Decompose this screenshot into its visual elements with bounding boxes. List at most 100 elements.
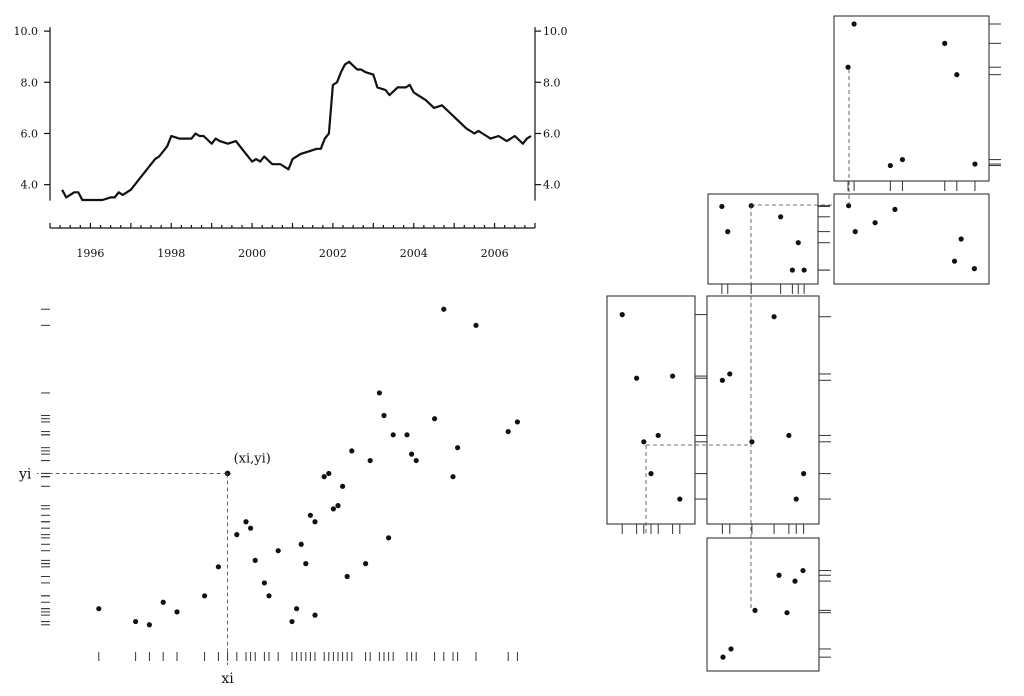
ts-right-tick-label: 8.0 bbox=[543, 76, 561, 89]
matrix-point bbox=[719, 203, 725, 210]
ts-right-tick-label: 4.0 bbox=[543, 179, 561, 192]
scatter-point bbox=[432, 416, 438, 422]
matrix-point bbox=[771, 314, 777, 320]
matrix-point bbox=[801, 267, 807, 273]
scatter-point bbox=[312, 519, 318, 525]
scatter-point bbox=[390, 432, 396, 438]
ts-x-tick-label: 2002 bbox=[319, 247, 347, 260]
scatter-point bbox=[243, 519, 249, 525]
scatter-point bbox=[174, 609, 180, 615]
xi-label: xi bbox=[221, 671, 234, 687]
matrix-point bbox=[677, 496, 683, 502]
ts-left-tick-label: 8.0 bbox=[21, 76, 39, 89]
scatter-point bbox=[266, 593, 272, 599]
scatter-point bbox=[330, 506, 336, 512]
matrix-point bbox=[776, 572, 782, 578]
ts-x-tick-label: 2000 bbox=[238, 247, 266, 260]
matrix-point bbox=[972, 161, 978, 167]
matrix-point bbox=[800, 567, 806, 574]
matrix-point bbox=[719, 377, 725, 383]
matrix-panel-frame bbox=[707, 193, 819, 285]
ts-left-tick-label: 10.0 bbox=[14, 25, 39, 38]
scatter-point bbox=[275, 548, 281, 554]
matrix-point bbox=[801, 471, 807, 477]
scatter-point bbox=[381, 412, 387, 419]
matrix-point bbox=[786, 432, 792, 439]
matrix-point bbox=[619, 312, 625, 318]
scatter-point bbox=[321, 474, 327, 480]
yi-label: yi bbox=[18, 466, 32, 482]
scatter-point bbox=[234, 532, 240, 538]
scatter-point bbox=[473, 322, 479, 328]
matrix-point bbox=[784, 610, 790, 616]
scatter-point bbox=[363, 561, 369, 567]
ts-right-tick-label: 10.0 bbox=[543, 25, 568, 38]
matrix-point bbox=[899, 156, 906, 163]
matrix-point bbox=[634, 375, 640, 381]
matrix-point bbox=[887, 162, 893, 169]
scatter-point bbox=[514, 419, 521, 425]
matrix-point bbox=[971, 266, 977, 272]
ts-x-tick-label: 1996 bbox=[76, 247, 104, 260]
scatter-point bbox=[133, 618, 139, 625]
rug-scatter-chart: (xi,yi) yi xi bbox=[18, 306, 521, 687]
scatter-point bbox=[450, 474, 456, 480]
matrix-point bbox=[852, 229, 858, 235]
scatter-point bbox=[252, 557, 258, 563]
scatter-point bbox=[376, 390, 382, 396]
matrix-point bbox=[951, 258, 958, 264]
matrix-panel-frame bbox=[606, 295, 696, 525]
matrix-point bbox=[778, 214, 784, 220]
ts-x-tick-label: 1998 bbox=[157, 247, 185, 260]
scatter-point bbox=[413, 457, 419, 464]
ts-left-tick-label: 6.0 bbox=[21, 127, 39, 140]
scatter-point bbox=[505, 428, 511, 435]
matrix-panel-frame bbox=[706, 295, 820, 525]
scatter-point bbox=[326, 470, 332, 477]
scatter-point bbox=[335, 503, 341, 509]
matrix-panel-frame bbox=[833, 15, 990, 182]
scatter-point bbox=[160, 599, 166, 605]
matrix-point bbox=[792, 578, 798, 584]
scatter-point bbox=[261, 580, 267, 586]
matrix-point bbox=[727, 371, 733, 377]
matrix-point bbox=[872, 220, 878, 226]
scatter-point bbox=[202, 593, 208, 599]
matrix-point bbox=[892, 206, 898, 212]
scatter-point bbox=[312, 612, 318, 618]
scatter-point bbox=[455, 445, 461, 451]
matrix-point bbox=[670, 373, 676, 379]
scatter-point bbox=[96, 606, 102, 612]
matrix-point bbox=[725, 229, 731, 235]
matrix-point bbox=[749, 439, 755, 445]
ts-x-tick-label: 2004 bbox=[400, 247, 428, 260]
scatter-point bbox=[409, 451, 415, 457]
matrix-point bbox=[752, 607, 758, 613]
scatter-point bbox=[289, 618, 295, 625]
scatterplot-matrix bbox=[606, 15, 1001, 672]
matrix-point bbox=[720, 654, 726, 660]
scatter-point bbox=[367, 457, 373, 464]
scatter-point bbox=[303, 561, 309, 567]
matrix-point bbox=[648, 471, 654, 477]
point-annotation: (xi,yi) bbox=[234, 451, 271, 466]
matrix-point bbox=[795, 240, 801, 246]
scatter-point bbox=[307, 512, 313, 518]
ts-series-line bbox=[61, 60, 532, 202]
matrix-point bbox=[954, 72, 960, 78]
ts-right-tick-label: 6.0 bbox=[543, 127, 561, 140]
scatter-point bbox=[340, 483, 346, 489]
matrix-point bbox=[851, 21, 857, 27]
matrix-point bbox=[846, 203, 852, 209]
scatter-point bbox=[344, 573, 350, 580]
scatter-point bbox=[215, 564, 221, 570]
matrix-panel-frame bbox=[833, 193, 990, 285]
matrix-point bbox=[728, 646, 734, 652]
matrix-point bbox=[845, 64, 851, 70]
matrix-point bbox=[958, 236, 964, 242]
scatter-point bbox=[386, 535, 392, 541]
scatter-point bbox=[146, 622, 152, 628]
ts-x-tick-label: 2006 bbox=[481, 247, 509, 260]
scatter-point bbox=[349, 448, 355, 454]
